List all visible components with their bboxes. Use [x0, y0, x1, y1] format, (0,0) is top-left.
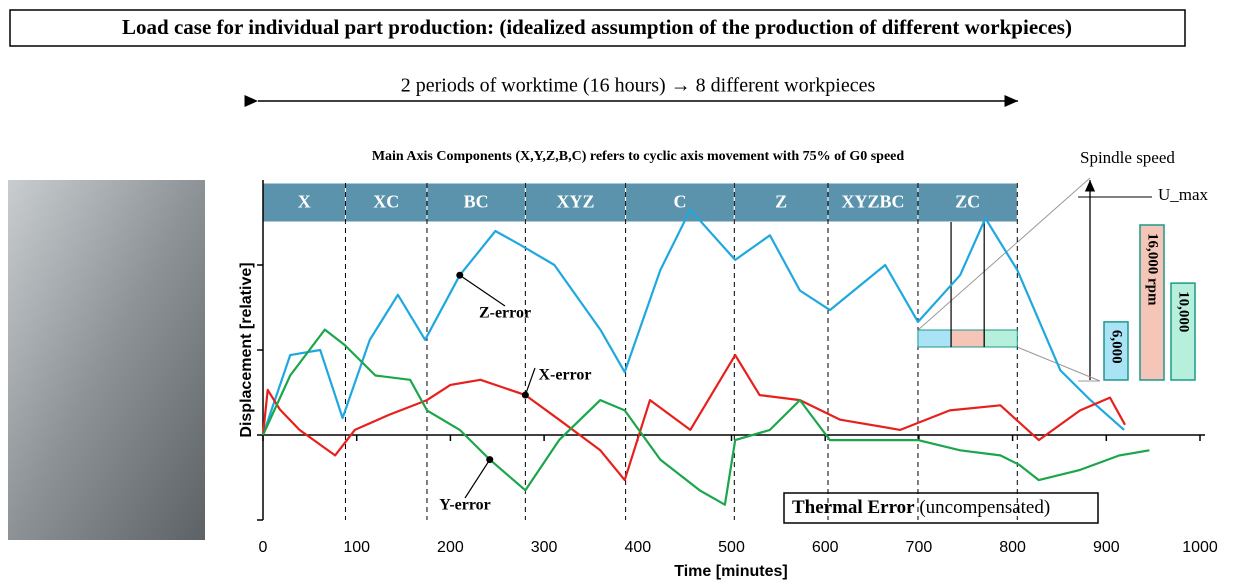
x-axis-label: Time [minutes]	[674, 563, 788, 580]
period-note: 2 periods of worktime (16 hours) → 8 dif…	[401, 75, 876, 97]
annotation-pointer	[525, 368, 535, 395]
annotation-dot	[456, 272, 463, 279]
x-tick-label: 400	[624, 539, 651, 556]
phase-label: XC	[373, 192, 399, 212]
x-tick-label: 700	[906, 539, 933, 556]
x-tick-label: 500	[718, 539, 745, 556]
subtitle: Main Axis Components (X,Y,Z,B,C) refers …	[372, 149, 905, 164]
chart-title: Load case for individual part production…	[122, 15, 1072, 39]
phase-label: X	[298, 192, 311, 212]
spindle-strip	[918, 330, 951, 347]
spindle-strip	[984, 330, 1017, 347]
thermal-label: Thermal Error (uncompensated)	[792, 497, 1050, 518]
chart: Load case for individual part production…	[0, 0, 1242, 584]
spindle-label: 10,000	[1176, 291, 1192, 332]
phase-label: Z	[775, 192, 787, 212]
annotation-pointer	[460, 275, 505, 306]
series-label: Y-error	[439, 497, 491, 514]
series-line	[263, 330, 1149, 505]
series-label: Z-error	[479, 305, 531, 322]
phase-label: XYZ	[556, 192, 594, 212]
machine-photo	[8, 180, 205, 540]
x-tick-label: 200	[437, 539, 464, 556]
x-tick-label: 600	[812, 539, 839, 556]
series-label: X-error	[539, 367, 592, 384]
spindle-title: Spindle speed	[1080, 148, 1175, 167]
x-tick-label: 0	[259, 539, 268, 556]
annotation-pointer	[465, 460, 490, 498]
y-axis-label: Displacement [relative]	[238, 262, 255, 437]
annotation-dot	[486, 456, 493, 463]
phase-label: BC	[464, 192, 489, 212]
series-line	[263, 210, 1124, 435]
thermal-rest: (uncompensated)	[919, 497, 1050, 518]
x-tick-label: 900	[1093, 539, 1120, 556]
phase-label: XYZBC	[841, 192, 904, 212]
thermal-bold: Thermal Error	[792, 497, 915, 518]
x-tick-label: 800	[999, 539, 1026, 556]
x-tick-label: 300	[531, 539, 558, 556]
annotation-dot	[522, 392, 529, 399]
phase-label: C	[673, 192, 686, 212]
spindle-label: 6,000	[1109, 330, 1125, 364]
x-tick-label: 1000	[1182, 539, 1218, 556]
umax-label: U_max	[1158, 185, 1209, 204]
spindle-label: 16,000 rpm	[1145, 233, 1161, 306]
series-line	[263, 355, 1125, 480]
x-tick-label: 100	[343, 539, 370, 556]
phase-label: ZC	[955, 192, 980, 212]
spindle-strip	[951, 330, 984, 347]
